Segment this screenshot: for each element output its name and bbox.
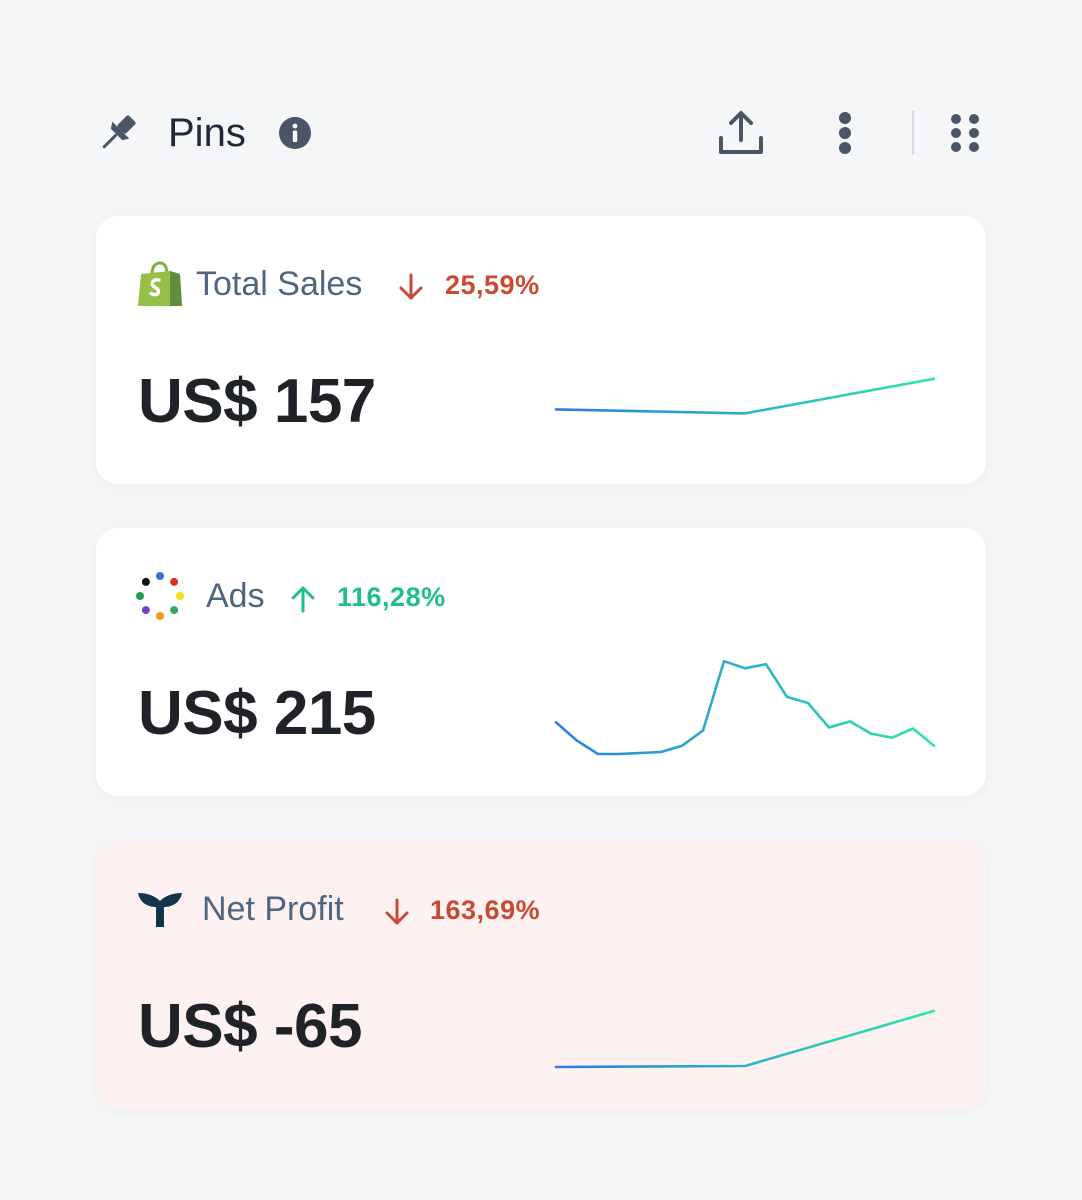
share-upload-icon[interactable] xyxy=(716,108,766,158)
sparkline-chart xyxy=(554,659,936,756)
colored-dots-ring-icon xyxy=(136,572,184,620)
change-percent: 116,28% xyxy=(337,582,446,612)
sparkline-series xyxy=(554,1009,936,1069)
info-icon[interactable] xyxy=(278,116,312,150)
card-label: Total Sales xyxy=(196,265,363,303)
pin-card-net-profit[interactable]: Net Profit 163,69% US$ -65 xyxy=(96,841,986,1109)
header-divider xyxy=(912,111,914,155)
card-label: Net Profit xyxy=(202,890,344,928)
more-vertical-icon[interactable] xyxy=(832,108,858,158)
pin-card-ads[interactable]: Ads 116,28% US$ 215 xyxy=(96,528,986,796)
card-label: Ads xyxy=(206,577,265,615)
change-percent: 25,59% xyxy=(445,270,540,300)
card-value: US$ 157 xyxy=(138,367,376,436)
change-percent: 163,69% xyxy=(430,895,541,925)
page-title: Pins xyxy=(168,111,246,155)
arrow-down-icon xyxy=(399,273,423,300)
shopify-bag-icon xyxy=(138,261,182,306)
pins-header: Pins xyxy=(96,104,986,162)
whale-tail-icon xyxy=(138,893,182,927)
arrow-up-icon xyxy=(291,586,315,613)
sparkline-chart xyxy=(554,1009,936,1069)
pin-card-total-sales[interactable]: Total Sales 25,59% US$ 157 xyxy=(96,216,986,484)
grid-dots-icon[interactable] xyxy=(948,111,982,155)
card-value: US$ 215 xyxy=(138,679,376,748)
sparkline-series xyxy=(554,377,936,415)
pin-icon xyxy=(102,115,136,149)
arrow-down-icon xyxy=(385,898,409,925)
sparkline-series xyxy=(554,659,936,756)
card-value: US$ -65 xyxy=(138,992,362,1061)
sparkline-chart xyxy=(554,377,936,415)
